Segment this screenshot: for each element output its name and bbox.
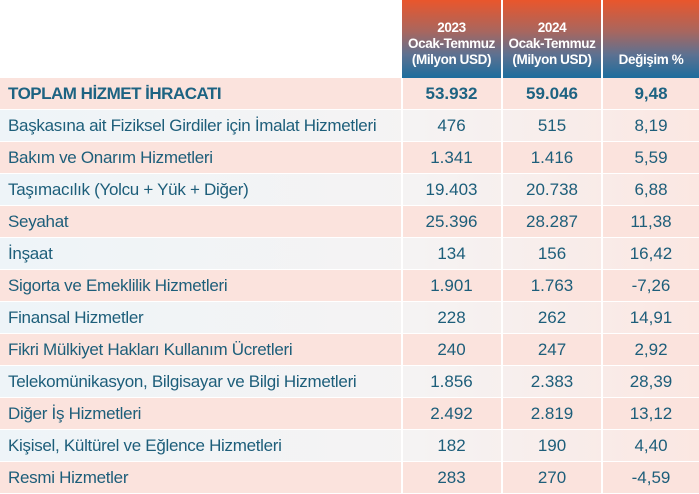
header-change-label: Değişim % [618,52,684,67]
row-label: İnşaat [8,244,53,263]
value-change: 14,91 [629,308,673,327]
value-change: -4,59 [631,468,671,487]
row-label: Finansal Hizmetler [8,308,144,327]
value-change: 5,59 [634,148,668,167]
value-change: 16,42 [629,244,673,263]
table-header: 2023 Ocak-Temmuz (Milyon USD) 2024 Ocak-… [0,0,699,78]
value-2023: 1.341 [430,148,473,167]
table-row: Telekomünikasyon, Bilgisayar ve Bilgi Hi… [0,366,699,397]
row-label: Fikri Mülkiyet Hakları Kullanım Ücretler… [8,340,293,359]
value-change: 28,39 [629,372,673,391]
value-2024: 247 [537,340,567,359]
table-row-total: TOPLAM HİZMET İHRACATI 53.932 59.046 9,4… [0,78,699,109]
header-year: 2023 [437,20,466,35]
table-row: Fikri Mülkiyet Hakları Kullanım Ücretler… [0,334,699,365]
value-2023: 476 [437,116,466,135]
row-label: Bakım ve Onarım Hizmetleri [8,148,213,167]
value-2024: 1.763 [530,276,574,295]
value-2024: 20.738 [526,180,578,199]
value-2024: 59.046 [526,84,578,103]
value-2023: 25.396 [425,212,478,231]
value-2024: 156 [537,244,567,263]
row-label: Seyahat [8,212,69,231]
row-label: Telekomünikasyon, Bilgisayar ve Bilgi Hi… [8,372,357,391]
header-year: 2024 [537,20,567,35]
table-row: Sigorta ve Emeklilik Hizmetleri 1.901 1.… [0,270,699,301]
value-change: 9,48 [634,84,668,103]
table-row: İnşaat 134 156 16,42 [0,238,699,269]
value-2024: 1.416 [530,148,574,167]
row-label: Başkasına ait Fiziksel Girdiler için İma… [8,116,377,135]
value-change: 13,12 [629,404,673,423]
table-row: Kişisel, Kültürel ve Eğlence Hizmetleri … [0,430,699,461]
header-unit: (Milyon USD) [512,52,592,67]
value-2023: 240 [437,340,466,359]
value-2024: 515 [537,116,567,135]
value-2023: 228 [437,308,466,327]
value-change: 4,40 [634,436,668,455]
row-label: Diğer İş Hizmetleri [8,404,142,423]
table-row: Bakım ve Onarım Hizmetleri 1.341 1.416 5… [0,142,699,173]
value-2024: 28.287 [526,212,578,231]
value-change: 11,38 [630,212,672,231]
value-2024: 2.819 [530,404,574,423]
value-2023: 283 [437,468,466,487]
row-label: TOPLAM HİZMET İHRACATI [8,84,222,103]
value-change: 8,19 [634,116,668,135]
header-2024: 2024 Ocak-Temmuz (Milyon USD) [503,0,601,78]
table-row: Başkasına ait Fiziksel Girdiler için İma… [0,110,699,141]
value-2024: 190 [537,436,567,455]
value-2023: 53.932 [425,84,478,103]
header-period: Ocak-Temmuz [508,36,596,51]
table-row: Seyahat 25.396 28.287 11,38 [0,206,699,237]
table-row: Finansal Hizmetler 228 262 14,91 [0,302,699,333]
value-2023: 134 [437,244,466,263]
header-2023: 2023 Ocak-Temmuz (Milyon USD) [402,0,501,78]
value-2023: 182 [437,436,466,455]
value-change: -7,26 [631,276,671,295]
row-label: Kişisel, Kültürel ve Eğlence Hizmetleri [8,436,282,455]
row-label: Resmi Hizmetler [8,468,129,487]
header-unit: (Milyon USD) [411,52,492,67]
row-label: Sigorta ve Emeklilik Hizmetleri [8,276,228,295]
value-2023: 1.856 [430,372,473,391]
row-label: Taşımacılık (Yolcu + Yük + Diğer) [8,180,249,199]
value-2024: 270 [537,468,567,487]
header-change: Değişim % [603,0,699,78]
value-2024: 2.383 [530,372,574,391]
value-change: 2,92 [634,340,668,359]
value-2024: 262 [537,308,567,327]
table-row: Resmi Hizmetler 283 270 -4,59 [0,462,699,493]
header-period: Ocak-Temmuz [408,36,495,51]
value-2023: 2.492 [430,404,473,423]
value-2023: 1.901 [430,276,473,295]
table-row: Diğer İş Hizmetleri 2.492 2.819 13,12 [0,398,699,429]
value-2023: 19.403 [425,180,478,199]
table-row: Taşımacılık (Yolcu + Yük + Diğer) 19.403… [0,174,699,205]
value-change: 6,88 [634,180,668,199]
